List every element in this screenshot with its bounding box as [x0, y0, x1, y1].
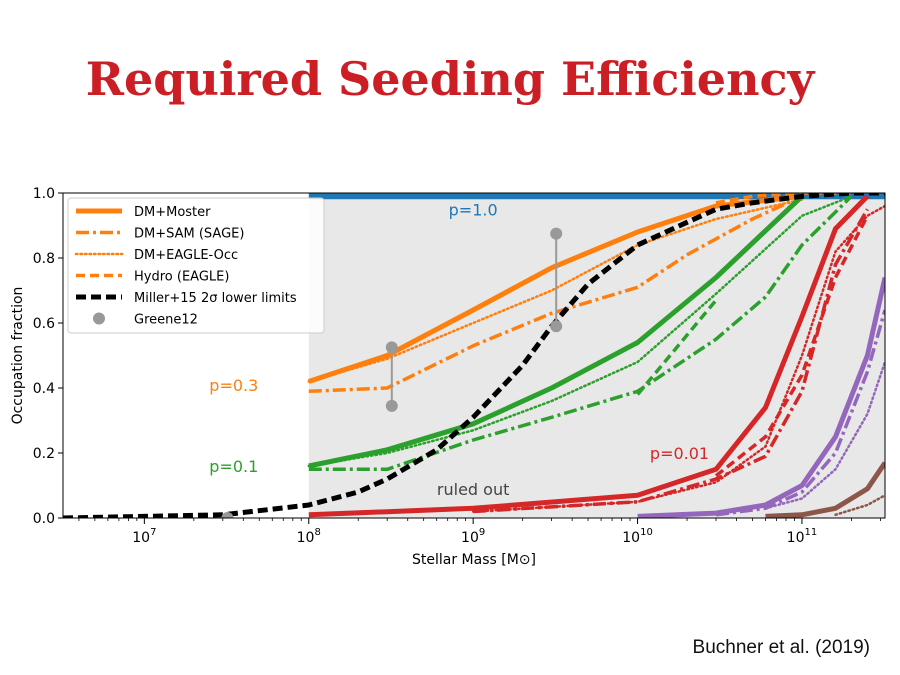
legend-box [67, 197, 325, 334]
occupation-fraction-chart: 0.0 0.2 0.4 0.6 0.8 1.0 107 108 109 1010 1011 Stell… [10, 186, 886, 568]
series-red-dashdot-10 [473, 208, 869, 514]
series-red-dashed-12 [714, 214, 869, 478]
series-purple-dotted-15 [764, 360, 885, 510]
slide-title: Required Seeding Efficiency [85, 52, 815, 106]
series-green-dotted-7 [307, 195, 853, 468]
ruled-out-region [308, 196, 885, 518]
greene12-point-high-0 [385, 341, 398, 354]
series-purple-dashdot-14 [715, 309, 885, 517]
greene12-extra-point-0 [221, 512, 234, 518]
series-orange-dashed-4 [715, 193, 852, 205]
legend-label-3: Hydro (EAGLE) [134, 270, 229, 285]
y-tick-label-3: 0.6 [33, 316, 55, 332]
series-orange-dotted-3 [307, 198, 804, 383]
y-tick-label-5: 1.0 [33, 186, 55, 202]
series-brown-dotted-17 [834, 494, 885, 517]
greene12-point-high-1 [550, 227, 563, 240]
legend-swatch-5 [93, 312, 105, 325]
x-tick-label-4: 1011 [787, 527, 818, 546]
y-axis-label: Occupation fraction [10, 287, 26, 425]
legend-label-2: DM+EAGLE-Occ [134, 248, 238, 263]
legend-label-1: DM+SAM (SAGE) [134, 227, 244, 242]
chart-container: 0.0 0.2 0.4 0.6 0.8 1.0 107 108 109 1010 1011 Stell… [0, 168, 900, 578]
series-green-solid-5 [308, 194, 804, 469]
greene12-point-low-1 [550, 320, 563, 333]
legend-label-5: Greene12 [134, 313, 198, 328]
x-tick-label-2: 109 [461, 527, 485, 546]
legend-label-4: Miller+15 2σ lower limits [134, 291, 297, 306]
x-tick-label-1: 108 [297, 527, 321, 546]
x-axis-label: Stellar Mass [M⊙] [412, 552, 536, 568]
annotation-3: p=0.01 [650, 444, 709, 463]
series-red-dotted-11 [471, 204, 885, 513]
y-tick-label-4: 0.8 [33, 251, 55, 267]
x-tick-label-3: 1010 [622, 527, 653, 546]
annotation-0: p=1.0 [449, 200, 498, 219]
annotation-2: p=0.1 [209, 457, 258, 476]
annotation-1: p=0.3 [209, 376, 258, 395]
y-tick-label-2: 0.4 [33, 381, 55, 397]
annotation-4: ruled out [437, 480, 509, 499]
citation: Buchner et al. (2019) [692, 637, 870, 658]
y-tick-label-1: 0.2 [33, 446, 55, 462]
series-orange-solid-1 [308, 193, 803, 384]
x-tick-label-0: 107 [132, 527, 156, 546]
legend-label-0: DM+Moster [134, 205, 211, 220]
series-green-dashed-8 [636, 299, 718, 396]
series-red-solid-9 [308, 194, 870, 518]
plot-frame [62, 192, 886, 519]
greene12-point-low-0 [385, 399, 398, 412]
series-brown-solid-16 [765, 461, 885, 518]
y-tick-label-0: 0.0 [33, 511, 55, 527]
